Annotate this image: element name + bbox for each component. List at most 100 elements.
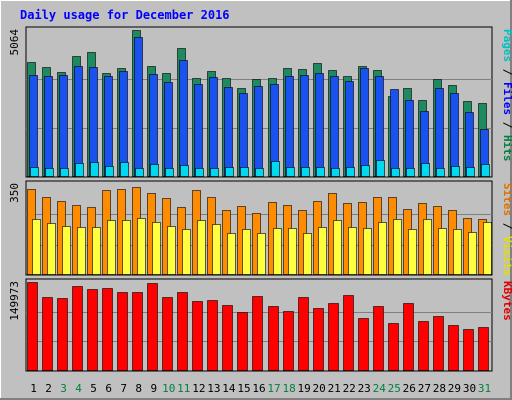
kbytes-bar-day-17 [268, 306, 279, 371]
day-label-22: 22 [343, 382, 356, 395]
day-label-27: 27 [418, 382, 431, 395]
day-label-25: 25 [388, 382, 401, 395]
pages-bar-day-19 [301, 167, 310, 177]
day-label-30: 30 [463, 382, 476, 395]
pages-bar-day-23 [361, 165, 370, 177]
visits-bar-day-25 [393, 219, 402, 275]
day-label-18: 18 [282, 382, 295, 395]
day-label-5: 5 [90, 382, 97, 395]
visits-bar-day-10 [167, 226, 176, 275]
pages-bar-day-5 [90, 162, 99, 177]
files-bar-day-5 [89, 67, 98, 177]
day-label-21: 21 [328, 382, 341, 395]
kbytes-bar-day-2 [42, 297, 53, 371]
day-label-28: 28 [433, 382, 446, 395]
visits-bar-day-1 [32, 219, 41, 275]
kbytes-bar-day-1 [27, 282, 38, 371]
day-label-4: 4 [75, 382, 82, 395]
day-label-29: 29 [448, 382, 461, 395]
pages-bar-day-6 [105, 166, 114, 177]
pages-bar-day-12 [195, 168, 204, 177]
kbytes-bar-day-22 [343, 295, 354, 371]
visits-bar-day-21 [333, 220, 342, 275]
files-bar-day-19 [300, 75, 309, 177]
visits-bars [27, 187, 492, 275]
pages-bar-day-14 [225, 167, 234, 177]
x-axis-day-labels: 1 2 3 4 5 6 7 8 9 10 11 12 13 14 15 16 17 18 19 20 21 22 23 24 2… [30, 382, 491, 395]
visits-bar-day-3 [62, 226, 71, 275]
files-bar-day-22 [345, 81, 354, 177]
files-bar-day-10 [164, 82, 173, 177]
pages-bar-day-26 [406, 168, 415, 177]
visits-bar-day-8 [137, 218, 146, 275]
visits-bar-day-2 [47, 223, 56, 275]
kbytes-panel: 149973 KBytes [8, 278, 512, 372]
files-bar-day-21 [330, 76, 339, 177]
hits-panel: 5064 Pages / Files / Hits [8, 26, 512, 178]
day-label-6: 6 [105, 382, 112, 395]
files-bar-day-12 [194, 84, 203, 177]
hits-max-label: 5064 [8, 29, 21, 56]
visits-bar-day-5 [92, 227, 101, 275]
files-bar-day-4 [74, 66, 83, 177]
pages-bar-day-28 [436, 168, 445, 177]
kbytes-bar-day-3 [57, 298, 68, 371]
visits-legend: Visits [501, 236, 512, 276]
files-bar-day-2 [44, 76, 53, 177]
visits-bar-day-17 [273, 228, 282, 275]
day-label-11: 11 [177, 382, 190, 395]
files-bar-day-18 [285, 76, 294, 177]
day-label-9: 9 [150, 382, 157, 395]
kbytes-bar-day-14 [222, 305, 233, 371]
legend-separator: / [501, 216, 512, 236]
files-bar-day-30 [465, 112, 474, 177]
kbytes-bar-day-10 [162, 297, 173, 371]
visits-bar-day-6 [107, 220, 116, 275]
visits-bar-day-24 [378, 222, 387, 275]
visits-bar-day-22 [348, 227, 357, 275]
day-label-12: 12 [192, 382, 205, 395]
day-label-26: 26 [403, 382, 416, 395]
pages-bar-day-27 [421, 163, 430, 177]
files-bar-day-1 [29, 75, 38, 177]
kbytes-bar-day-25 [388, 323, 399, 371]
pages-bar-day-11 [180, 165, 189, 177]
day-label-1: 1 [30, 382, 37, 395]
files-bar-day-7 [119, 71, 128, 177]
pages-bar-day-2 [45, 168, 54, 177]
legend-separator: / [501, 115, 512, 135]
files-bar-day-28 [435, 88, 444, 177]
chart-title: Daily usage for December 2016 [20, 8, 230, 22]
files-bar-day-29 [450, 93, 459, 177]
pages-bar-day-17 [271, 161, 280, 177]
visits-panel: 350 Sites / Visits [8, 180, 512, 276]
pages-legend: Pages [501, 29, 512, 62]
visits-bar-day-7 [122, 220, 131, 275]
day-label-15: 15 [237, 382, 250, 395]
kbytes-bar-day-29 [448, 325, 459, 371]
kbytes-bar-day-16 [252, 296, 263, 371]
files-bar-day-8 [134, 37, 143, 177]
visits-bar-day-4 [77, 227, 86, 275]
day-label-7: 7 [120, 382, 127, 395]
kbytes-bars [27, 282, 489, 371]
pages-bar-day-7 [120, 162, 129, 177]
kbytes-bar-day-31 [478, 327, 489, 371]
files-bar-day-13 [209, 77, 218, 177]
pages-bar-day-30 [466, 167, 475, 177]
kbytes-bar-day-21 [328, 303, 339, 371]
kbytes-axis-legend: KBytes [501, 281, 512, 321]
day-label-13: 13 [207, 382, 220, 395]
hits-legend: Hits [501, 135, 512, 162]
day-label-8: 8 [135, 382, 142, 395]
hits-bars [27, 30, 490, 177]
kbytes-bar-day-13 [207, 300, 218, 371]
kbytes-bar-day-19 [298, 297, 309, 371]
day-label-10: 10 [162, 382, 175, 395]
visits-bar-day-20 [318, 227, 327, 275]
visits-bar-day-16 [257, 233, 266, 275]
pages-bar-day-25 [391, 168, 400, 177]
kbytes-bar-day-6 [102, 288, 113, 371]
files-bar-day-9 [149, 74, 158, 177]
files-legend: Files [501, 82, 512, 115]
